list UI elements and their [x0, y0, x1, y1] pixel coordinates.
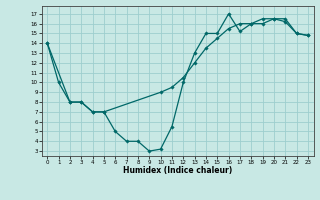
- X-axis label: Humidex (Indice chaleur): Humidex (Indice chaleur): [123, 166, 232, 175]
